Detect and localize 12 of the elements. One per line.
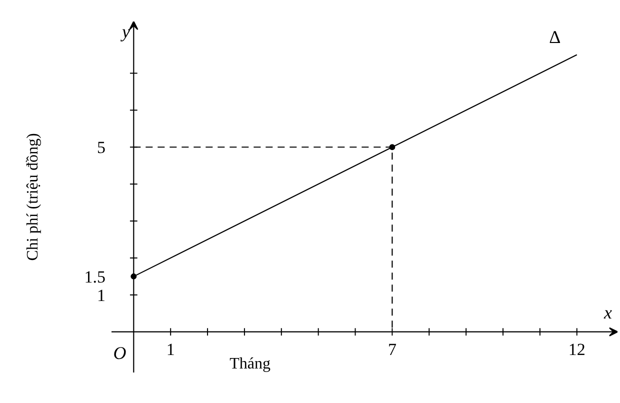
annotation: Δ [549,26,561,47]
y-tick-label: 1 [97,286,106,305]
y-tick-label: 5 [97,138,106,158]
x-tick-label: 12 [568,340,586,359]
y-tick-label: 1.5 [84,267,106,286]
annotation: y [120,22,130,42]
x-tick-label: 7 [388,340,397,359]
annotation: O [113,342,126,363]
x-tick-label: 1 [166,340,175,359]
x-axis-title: Tháng [230,356,270,372]
y-axis-title: Chi phí (triệu đồng) [24,133,42,261]
annotation: x [602,302,612,323]
